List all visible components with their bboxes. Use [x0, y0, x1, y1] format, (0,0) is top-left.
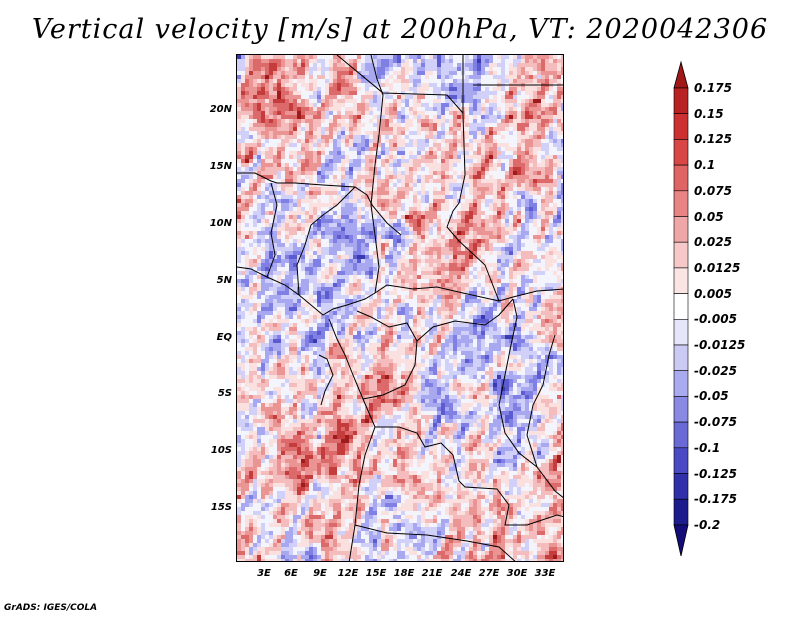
colorbar-segment	[673, 241, 689, 269]
lat-tick-label: 5N	[216, 275, 232, 286]
lon-tick-label: 9E	[313, 568, 327, 579]
colorbar-tick-label: 0.125	[694, 132, 732, 147]
colorbar-segment	[673, 113, 689, 140]
lon-tick-label: 33E	[534, 568, 556, 579]
colorbar-segment	[673, 190, 689, 217]
colorbar-segment	[673, 318, 689, 346]
colorbar-tick-label: 0.1	[694, 158, 716, 173]
colorbar-segment	[673, 139, 689, 166]
country-border	[237, 172, 402, 236]
country-border	[498, 298, 563, 499]
lon-tick-label: 15E	[365, 568, 387, 579]
software-credit: GrADS: IGES/COLA	[4, 603, 98, 613]
lat-tick-label: 15S	[210, 502, 232, 513]
colorbar-segment	[673, 87, 689, 115]
colorbar-tick-label: -0.005	[694, 312, 737, 327]
colorbar-tick-label: -0.025	[694, 363, 737, 378]
country-border	[526, 334, 556, 468]
colorbar-tick-label: 0.0125	[694, 260, 741, 275]
lon-tick-label: 12E	[337, 568, 359, 579]
country-border	[336, 55, 464, 114]
lon-tick-label: 27E	[478, 568, 500, 579]
lat-tick-label: 15N	[209, 161, 232, 172]
lat-tick-label: 10N	[209, 218, 232, 229]
map-panel	[236, 54, 564, 562]
colorbar-tick-label: 0.025	[694, 235, 732, 250]
lon-tick-label: 18E	[393, 568, 415, 579]
vertical-velocity-field	[237, 55, 563, 561]
lon-tick-label: 3E	[257, 568, 271, 579]
lon-tick-label: 30E	[506, 568, 528, 579]
lat-tick-label: 10S	[210, 445, 232, 456]
colorbar-segment	[673, 447, 689, 474]
country-border	[446, 55, 500, 302]
country-border	[374, 284, 563, 302]
colorbar-tick-label: 0.005	[694, 286, 732, 301]
lon-tick-label: 6E	[284, 568, 298, 579]
country-border	[237, 266, 376, 316]
colorbar-tick-label: -0.125	[694, 466, 737, 481]
lon-tick-label: 21E	[421, 568, 443, 579]
colorbar-segment	[673, 216, 689, 243]
colorbar-tick-label: -0.0125	[694, 338, 746, 352]
country-border	[318, 354, 334, 406]
colorbar-segment	[673, 370, 689, 397]
country-border	[354, 524, 516, 561]
colorbar-tick-label: 0.175	[694, 81, 732, 95]
country-border	[348, 426, 376, 561]
colorbar-segment	[673, 267, 689, 294]
country-border	[296, 186, 356, 296]
colorbar-segment	[673, 164, 689, 192]
colorbar-tick-label: -0.05	[694, 389, 729, 404]
colorbar-bottom-triangle	[673, 524, 689, 557]
colorbar-segment	[673, 396, 689, 423]
colorbar-tick-label: 0.15	[694, 106, 724, 121]
colorbar-segment	[673, 293, 689, 320]
colorbar-tick-label: -0.2	[694, 517, 721, 532]
colorbar	[673, 60, 689, 557]
colorbar-tick-label: -0.1	[694, 440, 721, 455]
colorbar-tick-label: 0.075	[694, 183, 732, 198]
colorbar-tick-label: 0.05	[694, 209, 724, 224]
lon-tick-label: 24E	[450, 568, 472, 579]
colorbar-tick-label: -0.075	[694, 415, 737, 430]
colorbar-tick-label: -0.175	[694, 492, 737, 507]
lat-tick-label: EQ	[216, 332, 232, 343]
country-border	[452, 454, 563, 526]
colorbar-segment	[673, 498, 689, 526]
country-border	[416, 298, 514, 342]
lat-tick-label: 20N	[209, 104, 232, 115]
country-border	[266, 182, 278, 278]
country-border	[370, 55, 384, 294]
lat-tick-label: 5S	[217, 388, 232, 399]
colorbar-segment	[673, 421, 689, 449]
colorbar-top-triangle	[673, 60, 689, 89]
colorbar-segment	[673, 473, 689, 500]
colorbar-segment	[673, 344, 689, 372]
chart-title: Vertical velocity [m/s] at 200hPa, VT: 2…	[31, 14, 769, 45]
